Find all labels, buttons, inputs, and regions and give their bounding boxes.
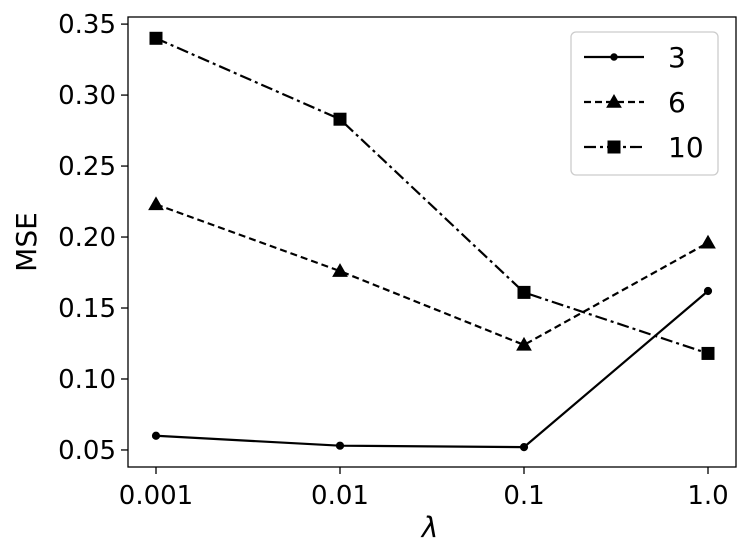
legend-label: 10 xyxy=(668,131,704,164)
square-marker xyxy=(607,140,621,154)
y-axis-label: MSE xyxy=(10,212,43,272)
x-tick-label: 0.1 xyxy=(503,481,544,511)
series-6 xyxy=(148,196,716,351)
y-tick-label: 0.30 xyxy=(58,81,116,111)
y-tick-label: 0.35 xyxy=(58,10,116,40)
legend-label: 3 xyxy=(668,41,686,74)
circle-marker xyxy=(610,53,618,61)
y-tick-label: 0.15 xyxy=(58,294,116,324)
square-marker xyxy=(333,112,347,126)
triangle-marker xyxy=(700,234,716,249)
triangle-marker xyxy=(606,93,622,108)
triangle-marker xyxy=(332,263,348,277)
triangle-marker xyxy=(516,336,532,351)
square-marker xyxy=(149,31,163,45)
y-tick-label: 0.20 xyxy=(58,223,116,253)
square-marker xyxy=(701,346,715,360)
x-axis: 0.001 0.01 0.1 1.0 xyxy=(119,467,729,511)
y-tick-label: 0.25 xyxy=(58,152,116,182)
series-line xyxy=(155,37,709,355)
circle-marker xyxy=(519,443,529,452)
legend: 3 6 10 xyxy=(570,31,719,176)
series-line xyxy=(155,203,709,347)
y-tick-label: 0.10 xyxy=(58,365,116,395)
y-tick-label: 0.05 xyxy=(58,436,116,466)
square-marker xyxy=(517,285,531,299)
series-group xyxy=(148,31,716,452)
circle-marker xyxy=(335,441,345,450)
legend-frame xyxy=(570,31,719,176)
triangle-marker xyxy=(148,196,164,211)
x-tick-label: 0.001 xyxy=(119,481,193,511)
circle-marker xyxy=(703,286,713,296)
series-3 xyxy=(151,286,713,452)
legend-label: 6 xyxy=(668,86,686,119)
x-tick-label: 0.01 xyxy=(311,481,369,511)
y-axis: 0.05 0.10 0.15 0.20 0.25 0.30 0.35 xyxy=(58,10,128,466)
x-tick-label: 1.0 xyxy=(687,481,728,511)
x-axis-label: λ xyxy=(420,511,439,544)
series-10 xyxy=(149,31,715,360)
series-line xyxy=(155,290,709,449)
circle-marker xyxy=(151,431,161,440)
